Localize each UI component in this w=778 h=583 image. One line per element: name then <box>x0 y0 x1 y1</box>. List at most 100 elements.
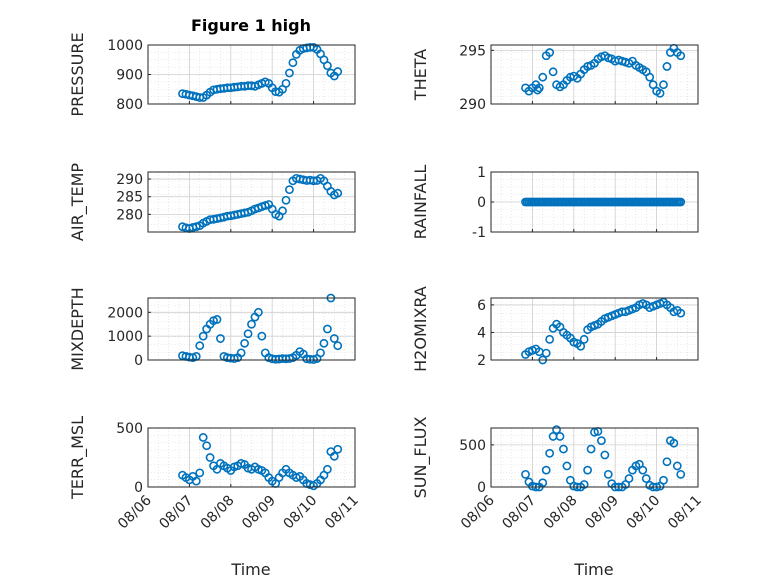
data-point <box>281 78 291 88</box>
y-axis-label: SUN_FLUX <box>411 417 431 499</box>
data-point <box>545 334 555 344</box>
y-tick-label: 4 <box>477 325 486 341</box>
y-tick-label: 900 <box>116 68 143 84</box>
data-point <box>659 475 668 485</box>
y-axis-label: H2OMIXRA <box>411 286 430 372</box>
y-tick-label: 1000 <box>107 329 143 345</box>
subplot-theta: 290 295 THETA <box>411 43 699 113</box>
data-point <box>545 448 555 458</box>
data-point <box>333 67 343 76</box>
subplot-pressure: 800 900 1000 PRESSURE <box>68 32 356 117</box>
data-point <box>202 441 212 451</box>
y-axis-label: MIXDEPTH <box>68 287 87 370</box>
y-tick-label: 500 <box>459 438 486 454</box>
x-tick-label: 08/09 <box>239 493 279 533</box>
axes-box <box>490 297 699 361</box>
y-tick-label: 1000 <box>107 38 143 54</box>
subplot-mixdepth: 0 1000 2000 MIXDEPTH <box>68 287 356 371</box>
data-point <box>243 329 253 339</box>
data-point <box>198 331 208 341</box>
axes-box <box>490 427 699 488</box>
data-point <box>278 206 287 216</box>
y-tick-label: 0 <box>477 195 486 211</box>
data-point <box>533 85 542 95</box>
axes-box <box>147 297 356 361</box>
y-tick-label: 280 <box>116 207 143 223</box>
data-point <box>195 341 205 351</box>
data-point <box>645 72 655 82</box>
data-point <box>662 62 672 71</box>
data-point <box>329 451 339 461</box>
x-tick-label: 08/10 <box>281 493 321 533</box>
y-tick-label: 0 <box>134 353 143 369</box>
data-point <box>655 88 665 98</box>
data-point <box>559 444 568 454</box>
y-tick-label: 285 <box>116 190 143 206</box>
data-point <box>333 444 343 454</box>
axes-box <box>490 44 699 105</box>
y-tick-label: 800 <box>116 97 143 113</box>
data-point <box>322 324 332 334</box>
data-point <box>597 436 606 446</box>
x-tick-label: 08/07 <box>156 493 196 533</box>
data-point <box>316 348 325 358</box>
data-point <box>624 474 634 483</box>
data-point <box>212 315 222 324</box>
x-tick-label: 08/08 <box>541 493 581 533</box>
data-point <box>603 469 613 479</box>
data-point <box>281 195 291 205</box>
data-point <box>579 334 589 344</box>
y-tick-label: -1 <box>472 225 486 241</box>
data-point <box>333 341 343 351</box>
data-point <box>548 67 558 77</box>
data-point <box>672 461 682 471</box>
subplot-h2omixra: 2 4 6 H2OMIXRA <box>411 286 699 372</box>
data-point <box>198 433 208 442</box>
data-point <box>641 474 651 483</box>
data-point <box>236 348 246 358</box>
axes-box <box>147 44 356 105</box>
data-point <box>521 469 530 479</box>
data-point <box>285 68 294 78</box>
y-tick-label: 2 <box>477 353 486 369</box>
data-point <box>659 80 668 90</box>
x-axis-label-right: Time <box>573 560 613 579</box>
data-point <box>319 338 329 348</box>
data-point <box>333 188 343 198</box>
data-point <box>676 308 686 318</box>
data-point <box>676 197 686 207</box>
axes-box <box>490 171 699 233</box>
data-point <box>329 334 339 343</box>
y-tick-label: 290 <box>116 172 143 188</box>
y-axis-label: THETA <box>411 49 430 101</box>
data-point <box>247 319 256 329</box>
x-tick-label: 08/06 <box>115 492 155 532</box>
data-point <box>583 465 592 475</box>
data-point <box>541 465 551 475</box>
data-point <box>586 444 596 454</box>
data-point <box>534 83 544 93</box>
subplot-rainfall: -1 0 1 RAINFALL <box>411 165 699 241</box>
y-tick-label: 1 <box>477 165 486 181</box>
data-point <box>669 438 679 448</box>
axes-box <box>147 427 356 488</box>
data-point <box>205 453 215 462</box>
y-tick-label: 290 <box>459 97 486 113</box>
data-point <box>638 465 648 475</box>
x-tick-label: 08/11 <box>322 493 362 533</box>
data-point <box>552 425 561 435</box>
data-point <box>562 461 572 471</box>
data-point <box>191 476 201 486</box>
x-tick-label: 08/07 <box>499 493 539 533</box>
y-tick-label: 6 <box>477 298 486 314</box>
data-point <box>676 469 686 479</box>
y-tick-label: 500 <box>116 421 143 437</box>
x-tick-label: 08/09 <box>582 493 622 533</box>
data-point <box>253 307 263 317</box>
y-tick-label: 2000 <box>107 305 143 321</box>
x-tick-label: 08/11 <box>665 493 705 533</box>
y-tick-label: 0 <box>477 480 486 496</box>
